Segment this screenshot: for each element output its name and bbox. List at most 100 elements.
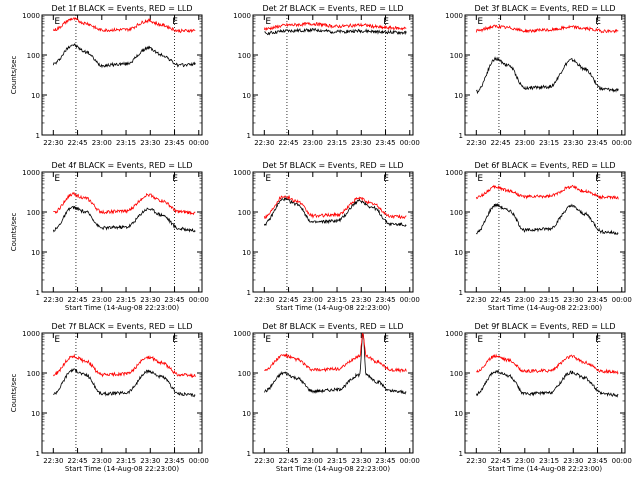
x-tick-label: 00:00: [612, 457, 632, 465]
x-tick-label: 00:00: [612, 139, 632, 147]
y-tick-label: 100: [27, 209, 40, 217]
y-tick-label: 100: [238, 209, 251, 217]
x-tick-label: 00:00: [400, 296, 420, 304]
chart-panel: Det 1f BLACK = Events, RED = LLD 1 10 100 10…: [10, 4, 209, 147]
chart-panel: Det 3f BLACK = Events, RED = LLD 1 10 100 10…: [445, 4, 632, 147]
x-tick-label: 23:45: [587, 296, 607, 304]
x-tick-label: 00:00: [400, 457, 420, 465]
y-tick-label: 10: [454, 249, 463, 257]
y-tick-label: 1: [459, 289, 463, 297]
y-tick-label: 1000: [233, 169, 251, 177]
x-tick-label: 23:15: [539, 296, 559, 304]
event-marker-label: E: [265, 335, 271, 345]
x-tick-label: 22:45: [278, 296, 298, 304]
x-tick-label: 22:45: [278, 139, 298, 147]
y-tick-label: 1: [247, 132, 251, 140]
x-axis-label: Start Time (14-Aug-08 22:23:00): [488, 304, 602, 312]
chart-title: Det 7f BLACK = Events, RED = LLD: [51, 322, 192, 331]
x-tick-label: 23:15: [116, 139, 136, 147]
x-tick-label: 23:45: [375, 296, 395, 304]
x-tick-label: 23:45: [375, 457, 395, 465]
chart-title: Det 9f BLACK = Events, RED = LLD: [474, 322, 615, 331]
y-axis-label: Counts/sec: [10, 374, 18, 413]
x-tick-label: 23:00: [92, 139, 112, 147]
x-tick-label: 23:00: [515, 457, 535, 465]
event-marker-label: E: [265, 174, 271, 184]
event-marker-label: E: [595, 174, 601, 184]
events-series-line: [52, 205, 196, 233]
plot-frame: [252, 171, 414, 293]
x-tick-label: 00:00: [189, 457, 209, 465]
x-tick-label: 23:15: [116, 296, 136, 304]
y-tick-label: 100: [27, 52, 40, 60]
event-marker-label: E: [54, 17, 60, 27]
x-axis-label: Start Time (14-Aug-08 22:23:00): [276, 465, 390, 473]
x-tick-label: 22:30: [466, 457, 486, 465]
plot-frame: [41, 171, 203, 293]
event-marker-label: E: [265, 17, 271, 27]
events-series-line: [263, 197, 407, 227]
events-series-line: [53, 368, 196, 398]
lld-series-line: [475, 24, 619, 34]
x-tick-label: 23:30: [140, 457, 160, 465]
y-tick-label: 100: [450, 370, 463, 378]
x-tick-label: 23:15: [539, 139, 559, 147]
y-tick-label: 10: [242, 92, 251, 100]
x-tick-label: 23:30: [563, 296, 583, 304]
x-axis-label: Start Time (14-Aug-08 22:23:00): [65, 304, 179, 312]
y-tick-label: 1000: [22, 169, 40, 177]
event-marker-label: E: [54, 335, 60, 345]
x-tick-label: 23:45: [375, 139, 395, 147]
x-axis-label: Start Time (14-Aug-08 22:23:00): [65, 465, 179, 473]
y-tick-label: 1: [247, 289, 251, 297]
x-tick-label: 23:30: [140, 139, 160, 147]
x-tick-label: 23:00: [515, 296, 535, 304]
x-tick-label: 23:30: [351, 296, 371, 304]
x-tick-label: 23:30: [563, 457, 583, 465]
y-tick-label: 1: [36, 132, 40, 140]
y-tick-label: 1: [36, 289, 40, 297]
x-tick-label: 00:00: [189, 296, 209, 304]
event-marker-label: E: [383, 174, 389, 184]
x-tick-label: 23:00: [303, 296, 323, 304]
event-marker-label: E: [172, 335, 178, 345]
x-tick-label: 22:30: [43, 139, 63, 147]
lld-series-line: [52, 353, 196, 378]
chart-title: Det 6f BLACK = Events, RED = LLD: [474, 161, 615, 170]
y-tick-label: 100: [450, 209, 463, 217]
chart-panel: Det 7f BLACK = Events, RED = LLD 1 10 100 10…: [10, 322, 209, 473]
lld-series-line: [53, 191, 196, 216]
y-tick-label: 100: [450, 52, 463, 60]
plot-frame: [41, 14, 203, 136]
x-tick-label: 22:30: [254, 296, 274, 304]
x-tick-label: 00:00: [612, 296, 632, 304]
y-tick-label: 10: [242, 249, 251, 257]
x-tick-label: 22:30: [43, 457, 63, 465]
lld-series-line: [476, 353, 619, 375]
event-marker-label: E: [477, 174, 483, 184]
chart-panel: Det 9f BLACK = Events, RED = LLD 1 10 100 10…: [445, 322, 632, 473]
plot-frame: [464, 14, 626, 136]
y-tick-label: 1000: [233, 12, 251, 20]
chart-title: Det 5f BLACK = Events, RED = LLD: [262, 161, 403, 170]
plot-frame: [252, 332, 414, 454]
plot-frame: [252, 14, 414, 136]
x-axis-label: Start Time (14-Aug-08 22:23:00): [488, 465, 602, 473]
chart-title: Det 8f BLACK = Events, RED = LLD: [262, 322, 403, 331]
y-tick-label: 10: [31, 249, 40, 257]
y-tick-label: 1: [36, 450, 40, 458]
x-tick-label: 23:00: [303, 139, 323, 147]
events-series-line: [263, 333, 407, 395]
event-marker-label: E: [383, 335, 389, 345]
x-tick-label: 23:45: [587, 457, 607, 465]
x-tick-label: 22:45: [490, 457, 510, 465]
event-marker-label: E: [595, 17, 601, 27]
event-marker-label: E: [595, 335, 601, 345]
y-tick-label: 1000: [233, 330, 251, 338]
x-tick-label: 23:45: [587, 139, 607, 147]
chart-title: Det 1f BLACK = Events, RED = LLD: [51, 4, 192, 13]
y-axis-label: Counts/sec: [10, 56, 18, 95]
x-tick-label: 22:45: [490, 139, 510, 147]
events-series-line: [264, 27, 407, 36]
x-tick-label: 00:00: [189, 139, 209, 147]
